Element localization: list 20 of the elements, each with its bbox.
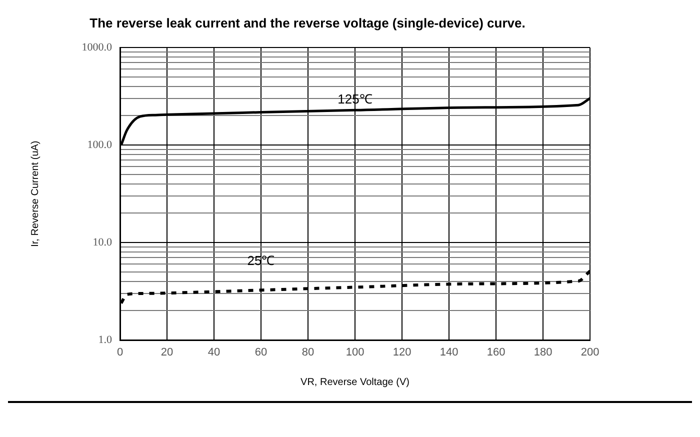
x-tick-label: 60 xyxy=(254,346,268,359)
x-tick-label: 80 xyxy=(302,346,314,359)
y-axis-title: Ir, Reverse Current (uA) xyxy=(30,140,41,247)
x-tick-label: 20 xyxy=(160,346,174,359)
x-tick-label: 0 xyxy=(116,346,124,359)
x-tick-label: 140 xyxy=(440,346,458,359)
x-tick-label: 160 xyxy=(486,346,506,359)
y-tick-label: 1000.0 xyxy=(82,41,112,54)
chart-title: The reverse leak current and the reverse voltage (single-device) curve. xyxy=(90,15,526,30)
x-tick-label: 120 xyxy=(392,346,412,359)
y-tick-label: 1.0 xyxy=(98,334,112,346)
x-tick-label: 100 xyxy=(346,346,364,359)
y-tick-label: 100.0 xyxy=(87,138,112,151)
x-tick-label: 200 xyxy=(580,346,600,359)
x-tick-label: 40 xyxy=(208,346,220,359)
x-tick-label: 180 xyxy=(534,346,552,359)
series-label: 25℃ xyxy=(247,253,275,268)
y-tick-label: 10.0 xyxy=(92,236,112,248)
series-label: 125℃ xyxy=(338,91,372,106)
x-axis-title: VR, Reverse Voltage (V) xyxy=(300,376,410,388)
